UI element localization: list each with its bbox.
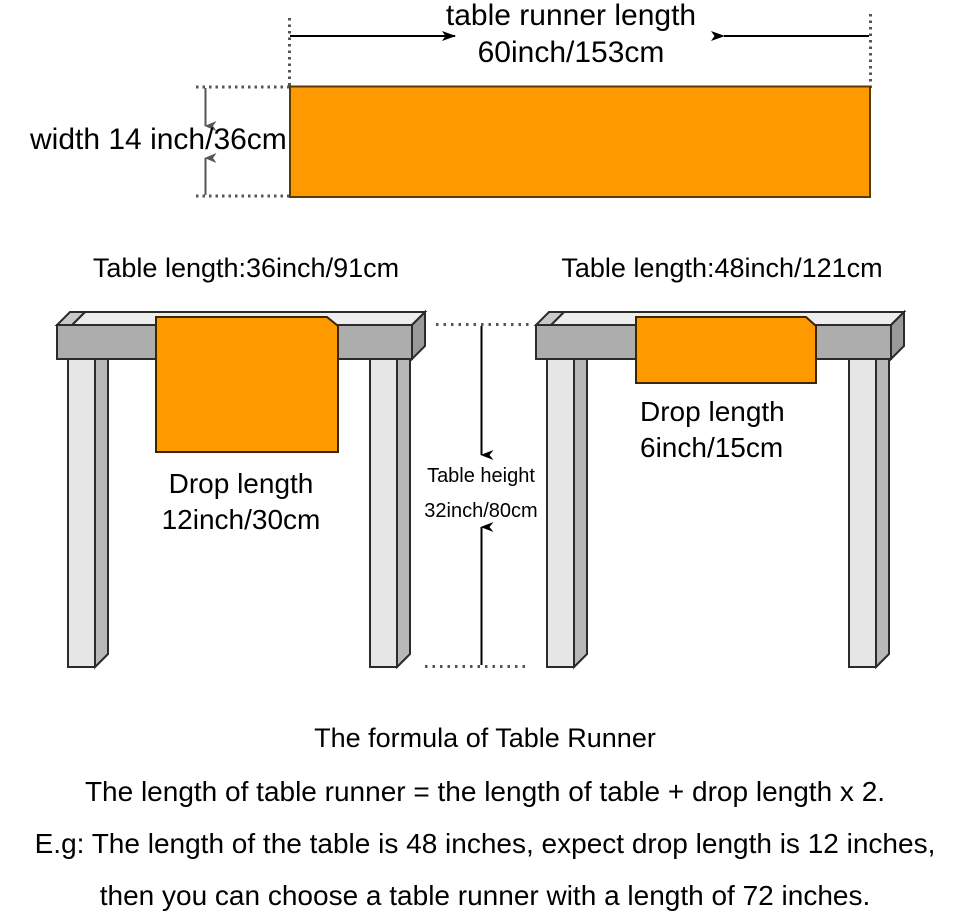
table-48-heading: Table length:48inch/121cm [561, 253, 882, 283]
formula-title: The formula of Table Runner [314, 723, 656, 753]
table-48-leg-right-shade [875, 340, 890, 670]
runner-width-label: width 14 inch/36cm [29, 123, 287, 156]
formula-line-3: then you can choose a table runner with … [100, 880, 871, 911]
table-36-leg-right-shade [396, 340, 411, 670]
table-36-group [54, 309, 428, 670]
table-48-top-left-bevel [533, 311, 567, 326]
runner-length-label-line2: 60inch/153cm [478, 36, 665, 69]
runner-flat-rectangle [289, 85, 871, 198]
table-48-runner [635, 316, 817, 384]
formula-line-1: The length of table runner = the length … [85, 776, 885, 807]
table-36-heading: Table length:36inch/91cm [93, 253, 399, 283]
table-36-runner [155, 316, 339, 453]
table-48-leg-left-shade [573, 340, 588, 670]
formula-line-2: E.g: The length of the table is 48 inche… [35, 828, 936, 859]
table-height-label-line2: 32inch/80cm [424, 500, 537, 522]
table-36-drop-label-line2: 12inch/30cm [162, 504, 321, 535]
table-48-group [533, 309, 907, 670]
table-height-label-line1: Table height [427, 465, 535, 487]
table-36-top-left-bevel [54, 311, 88, 326]
table-36-top-right-bevel [411, 309, 426, 362]
table-48-drop-label-line2: 6inch/15cm [640, 432, 783, 463]
runner-length-label-line1: table runner length [446, 0, 696, 32]
table-36-drop-label-line1: Drop length [169, 468, 314, 499]
table-36-leg-left-shade [94, 340, 109, 670]
table-48-top-right-bevel [890, 309, 905, 362]
table-48-drop-label-line1: Drop length [640, 396, 785, 427]
